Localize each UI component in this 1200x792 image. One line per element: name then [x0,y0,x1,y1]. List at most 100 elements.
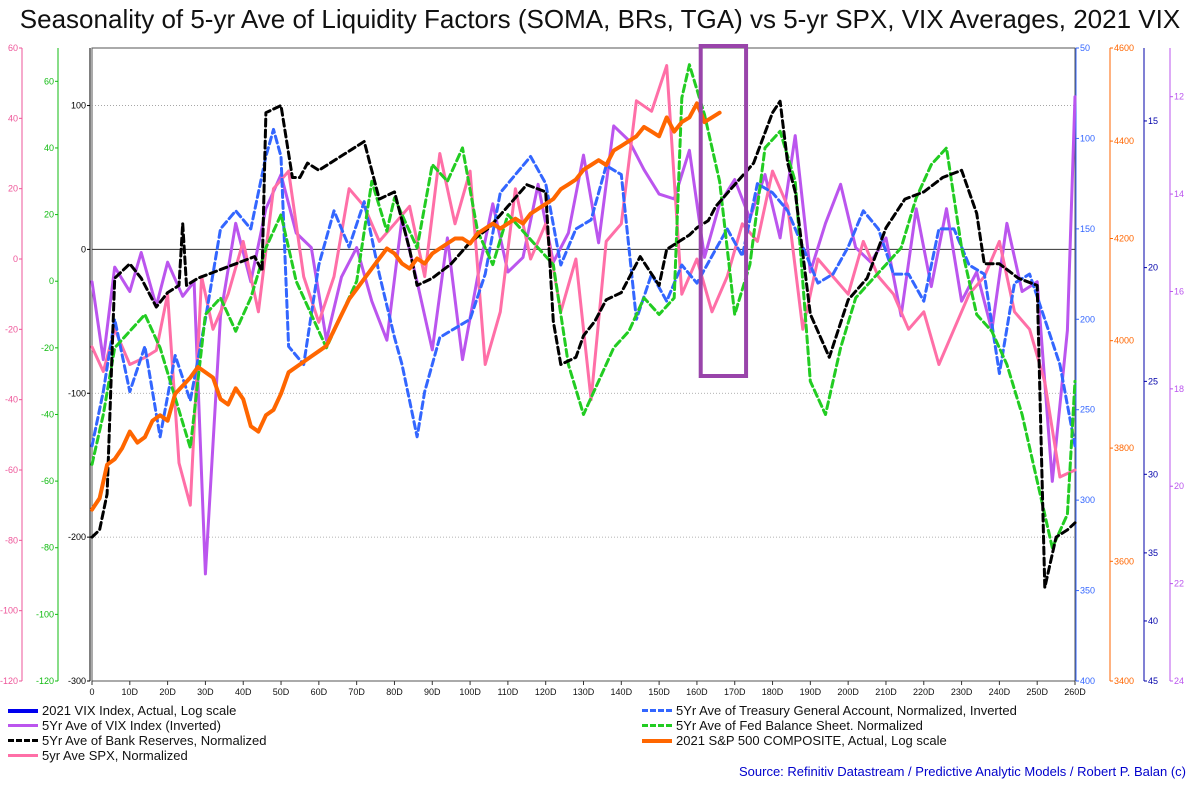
pink-axis-tick-label: 20 [8,184,18,194]
vix-axis-tick-label: 45 [1148,676,1158,686]
x-tick-label: 20D [159,687,176,697]
x-tick-label: 130D [573,687,595,697]
legend-item: 2021 VIX Index, Actual, Log scale [8,703,236,718]
treasury-axis-tick-label: 300 [1080,495,1095,505]
legend-label: 5Yr Ave of VIX Index (Inverted) [42,718,221,733]
pink-axis-tick-label: -100 [0,606,18,616]
legend-item: 5Yr Ave of Treasury General Account, Nor… [642,703,1017,718]
grid-layer [91,47,1076,682]
overlay-layer [698,44,749,378]
black-axis-tick-label: 0 [81,244,86,254]
vix5yr-axis-tick-label: 16 [1174,286,1184,296]
x-tick-label: 70D [348,687,365,697]
x-tick-label: 180D [762,687,784,697]
spx-axis-tick-label: 3600 [1114,556,1134,566]
spx-axis-tick-label: 4000 [1114,336,1134,346]
pink-axis-tick-label: 40 [8,113,18,123]
treasury-axis-tick-label: 250 [1080,405,1095,415]
fed-balance-line [90,63,1077,550]
highlight-box [698,44,749,378]
legend-swatch [8,708,38,713]
treasury-line [90,127,1077,448]
x-tick-label: 220D [913,687,935,697]
treasury-axis-tick-label: 200 [1080,314,1095,324]
green-axis-tick-label: -20 [41,343,54,353]
green-axis-tick-label: 60 [44,76,54,86]
legend-swatch [8,724,38,727]
x-tick-label: 160D [686,687,708,697]
vix-axis-tick-label: 35 [1148,548,1158,558]
green-axis-tick-label: -40 [41,409,54,419]
vix5yr-axis-tick-label: 22 [1174,579,1184,589]
legend-swatch [8,754,38,757]
pink-axis-tick-label: -120 [0,676,18,686]
chart-title: Seasonality of 5-yr Ave of Liquidity Fac… [19,4,1181,34]
vix-axis-tick-label: 25 [1148,376,1158,386]
black-axis-tick-label: 100 [71,101,86,111]
x-tick-label: 90D [424,687,441,697]
legend-label: 5Yr Ave of Treasury General Account, Nor… [676,703,1017,718]
spx-5yr-line [90,64,1077,507]
black-axis-tick-label: -300 [68,676,86,686]
spx-axis-tick-label: 4400 [1114,136,1134,146]
legend-label: 2021 VIX Index, Actual, Log scale [42,703,237,718]
plot-frame [91,47,1076,682]
x-tick-label: 210D [875,687,897,697]
x-tick-label: 250D [1026,687,1048,697]
legend-item: 5Yr Ave of VIX Index (Inverted) [8,718,221,733]
vix-axis-tick-label: 15 [1148,116,1158,126]
vix5yr-axis-tick-label: 14 [1174,189,1184,199]
spx-axis-tick-label: 3800 [1114,443,1134,453]
x-tick-label: 240D [989,687,1011,697]
spx-axis-tick-label: 3400 [1114,676,1134,686]
x-tick-label: 110D [497,687,518,697]
black-axis-tick-label: -100 [68,388,86,398]
legend-label: 2021 S&P 500 COMPOSITE, Actual, Log scal… [676,733,947,748]
series-layer [90,63,1077,589]
black-axis-tick-label: -200 [68,532,86,542]
x-tick-label: 230D [951,687,973,697]
green-axis-tick-label: -80 [41,543,54,553]
pink-axis-tick-label: -40 [5,395,18,405]
x-tick-label: 120D [535,687,557,697]
legend-item: 5Yr Ave of Fed Balance Sheet. Normalized [642,718,923,733]
vix-axis-tick-label: 40 [1148,616,1158,626]
x-tick-label: 0 [89,687,94,697]
vix5yr-axis-tick-label: 20 [1174,481,1184,491]
spx-axis-tick-label: 4600 [1114,43,1134,53]
treasury-axis-tick-label: 400 [1080,676,1095,686]
vix5yr-axis-tick-label: 24 [1174,676,1184,686]
vix-axis-tick-label: 20 [1148,263,1158,273]
legend-label: 5yr Ave SPX, Normalized [42,748,188,763]
legend-item: 2021 S&P 500 COMPOSITE, Actual, Log scal… [642,733,947,748]
x-tick-label: 140D [611,687,633,697]
legend-swatch [642,724,672,727]
vix-5yr-line [90,95,1077,576]
x-tick-label: 80D [386,687,403,697]
legend-swatch [642,709,672,712]
x-tick-label: 100D [459,687,481,697]
legend-label: 5Yr Ave of Fed Balance Sheet. Normalized [676,718,923,733]
vix-axis-tick-label: 30 [1148,469,1158,479]
green-axis-tick-label: 20 [44,210,54,220]
x-tick-label: 40D [235,687,252,697]
spx-axis-tick-label: 4200 [1114,234,1134,244]
x-tick-label: 260D [1064,687,1086,697]
treasury-axis-tick-label: 150 [1080,224,1095,234]
pink-axis-tick-label: -80 [5,535,18,545]
treasury-axis-tick-label: 50 [1080,43,1090,53]
pink-axis-tick-label: 0 [13,254,18,264]
treasury-axis-tick-label: 350 [1080,586,1095,596]
pink-axis-tick-label: -60 [5,465,18,475]
treasury-axis-tick-label: 100 [1080,133,1095,143]
vix5yr-axis-tick-label: 12 [1174,92,1184,102]
x-tick-label: 60D [311,687,328,697]
legend-label: 5Yr Ave of Bank Reserves, Normalized [42,733,267,748]
green-axis-tick-label: -60 [41,476,54,486]
spx-2021-line [90,101,722,512]
x-tick-label: 150D [648,687,670,697]
green-axis-tick-label: 0 [49,276,54,286]
x-tick-label: 190D [800,687,822,697]
green-axis-tick-label: 40 [44,143,54,153]
legend-swatch [8,739,38,742]
